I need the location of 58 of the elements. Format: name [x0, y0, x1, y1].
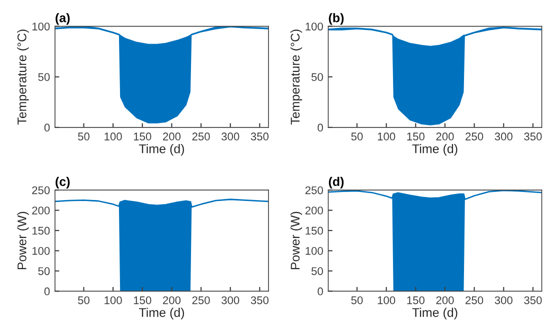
x-tick-label: 50 [351, 296, 363, 304]
y-tick-label: 0 [318, 287, 323, 296]
x-tick-label: 250 [466, 132, 484, 140]
x-tick-label: 100 [378, 296, 396, 304]
y-tick-label: 50 [311, 73, 323, 81]
y-tick-label: 100 [306, 22, 323, 30]
x-tick-label: 50 [78, 132, 90, 140]
x-axis-title: Time (d) [412, 308, 458, 320]
y-tick-label: 200 [305, 206, 323, 214]
x-tick-label: 300 [494, 296, 512, 304]
y-tick-label: 200 [32, 206, 50, 214]
y-tick-label: 50 [38, 73, 50, 81]
y-tick-label: 0 [44, 287, 50, 296]
y-axis-title: Temperature (°C) [17, 30, 29, 125]
y-tick-label: 100 [306, 247, 323, 255]
x-tick-label: 50 [78, 296, 90, 304]
x-tick-label: 250 [466, 296, 484, 304]
x-tick-label: 250 [192, 132, 210, 140]
x-tick-label: 200 [436, 132, 454, 140]
y-tick-label: 150 [32, 226, 50, 235]
x-tick-label: 300 [222, 296, 240, 304]
x-tick-label: 100 [378, 132, 396, 140]
x-tick-label: 350 [250, 132, 269, 140]
chart-title: (a) [56, 13, 70, 25]
y-tick-label: 50 [38, 267, 50, 276]
chart-title: (c) [56, 176, 70, 189]
y-tick-label: 0 [44, 124, 50, 132]
y-axis-title: Power (W) [290, 212, 302, 270]
x-axis-title: Time (d) [138, 144, 184, 156]
y-axis-title: Temperature (°C) [290, 30, 302, 125]
y-tick-label: 150 [306, 226, 323, 235]
x-tick-label: 50 [351, 132, 363, 140]
x-tick-label: 100 [104, 296, 122, 304]
x-axis-title: Time (d) [138, 308, 184, 320]
chart-title: (d) [328, 176, 344, 189]
x-tick-label: 250 [192, 296, 210, 304]
x-tick-label: 350 [524, 132, 542, 140]
x-tick-label: 200 [163, 132, 181, 140]
chart-title: (b) [328, 13, 344, 25]
x-tick-label: 200 [436, 296, 454, 304]
x-tick-label: 200 [163, 296, 181, 304]
y-tick-label: 250 [32, 186, 50, 194]
y-axis-title: Power (W) [17, 212, 29, 270]
y-tick-label: 250 [305, 186, 323, 194]
x-tick-label: 150 [407, 132, 424, 140]
y-tick-label: 50 [311, 267, 323, 276]
x-tick-label: 300 [494, 132, 512, 140]
x-axis-title: Time (d) [412, 144, 458, 156]
y-tick-label: 0 [318, 124, 323, 132]
x-tick-label: 150 [134, 296, 152, 304]
x-tick-label: 350 [524, 296, 542, 304]
x-tick-label: 350 [250, 296, 269, 304]
x-tick-label: 150 [407, 296, 424, 304]
y-tick-label: 100 [32, 22, 50, 30]
x-tick-label: 150 [134, 132, 152, 140]
y-tick-label: 100 [32, 247, 50, 255]
x-tick-label: 300 [222, 132, 240, 140]
x-tick-label: 100 [104, 132, 122, 140]
